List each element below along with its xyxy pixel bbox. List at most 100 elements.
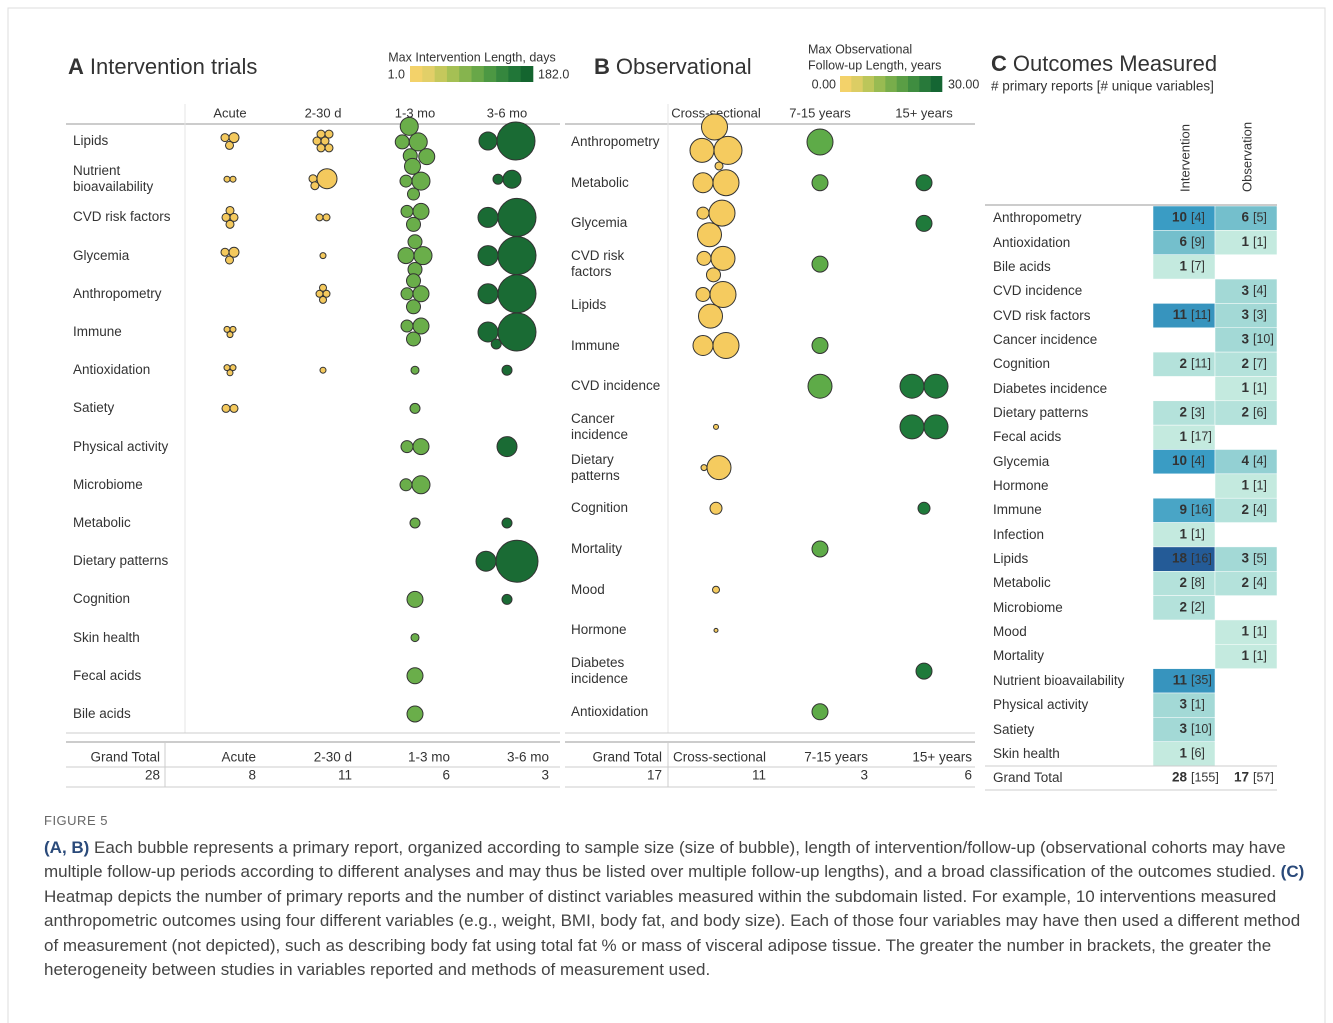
cell-variables: [5] [1253, 210, 1267, 224]
bubble [409, 517, 421, 529]
bubble [400, 287, 414, 301]
cell-count: 2 [1179, 575, 1187, 590]
row-label: Immune [73, 324, 122, 339]
total-value: 11 [752, 768, 766, 783]
bubble [404, 157, 421, 175]
row-label: Lipids [993, 551, 1029, 567]
column-header: 3-6 mo [487, 105, 527, 120]
cell-variables: [2] [1191, 600, 1205, 614]
caption-bold: (C) [1280, 862, 1305, 882]
cell-variables: [11] [1191, 357, 1211, 371]
row-label: Antioxidation [571, 703, 649, 719]
cell-variables: [6] [1191, 746, 1205, 760]
total-value: 11 [338, 768, 352, 783]
panel-title-text: Observational [616, 54, 752, 79]
cell-variables: [10] [1191, 722, 1212, 736]
bubble [410, 365, 420, 375]
total-value: 3 [541, 768, 549, 783]
cell-count: 2 [1241, 575, 1249, 590]
row-label: Skin health [73, 629, 140, 645]
cell-count: 10 [1172, 453, 1187, 468]
row-label: Immune [571, 337, 620, 353]
row-label: Diabetes incidence [993, 380, 1108, 396]
cell-count: 1 [1241, 234, 1249, 249]
row-label: Lipids [73, 133, 109, 148]
bubble [811, 255, 829, 273]
row-label: Fecal acids [993, 429, 1062, 445]
heat-cell [1152, 546, 1216, 572]
row-label: Bile acids [993, 258, 1051, 274]
bubble [413, 246, 433, 266]
heat-cell [1214, 449, 1278, 475]
bubble [411, 475, 431, 495]
bubble [915, 214, 933, 232]
bubble [412, 202, 430, 220]
bubble [310, 181, 320, 191]
row-label: Cognition [73, 591, 131, 607]
legend-swatch [434, 66, 448, 82]
cell-count: 2 [1179, 405, 1187, 420]
heat-cell [1214, 400, 1278, 426]
heat-cell [1214, 278, 1278, 304]
cell-variables: [7] [1191, 259, 1205, 273]
legend-swatch [471, 66, 485, 82]
bubble [501, 593, 513, 605]
panel-title-text: Intervention trials [90, 54, 258, 79]
heat-cell [1214, 546, 1278, 572]
bubble [709, 501, 723, 515]
bubble [223, 175, 231, 183]
bubble [899, 414, 925, 440]
bubble [917, 501, 931, 515]
bubble [407, 187, 420, 201]
bubble [225, 205, 235, 215]
bubble [400, 204, 414, 218]
cell-count: 1 [1241, 478, 1249, 493]
bubble [223, 364, 231, 372]
heat-cell [1152, 717, 1216, 742]
cell-variables: [1] [1191, 697, 1205, 711]
panel-title: B Observational [594, 54, 752, 79]
legend-title: Max Observational [808, 42, 912, 56]
bubble [923, 414, 949, 440]
bubble [406, 216, 421, 232]
bubble [412, 285, 430, 303]
heat-cell [1214, 303, 1278, 328]
cell-count: 28 [1172, 770, 1188, 785]
bubble [496, 436, 518, 458]
heat-cell [1152, 692, 1216, 718]
cell-variables: [1] [1253, 381, 1267, 395]
panel-letter: B [594, 54, 610, 79]
caption-label: FIGURE 5 [44, 813, 108, 828]
cell-variables: [35] [1191, 673, 1212, 687]
cell-variables: [3] [1253, 308, 1267, 322]
bubble [806, 128, 834, 156]
bubble [412, 317, 430, 335]
row-label: Cancer incidence [571, 410, 629, 442]
bubble [811, 540, 829, 558]
bubble [312, 136, 322, 146]
bubble [228, 246, 240, 258]
total-value: 6 [442, 768, 450, 783]
row-label: Metabolic [73, 515, 131, 530]
heat-cell [1214, 205, 1278, 231]
heat-cell [1152, 595, 1216, 621]
row-label: Anthropometry [993, 210, 1082, 226]
cell-count: 3 [1179, 721, 1187, 736]
bubble [709, 280, 737, 308]
bubble [223, 325, 231, 333]
bubble [497, 236, 537, 276]
row-label: Hormone [571, 622, 627, 638]
column-header: 1-3 mo [395, 105, 435, 120]
row-label: CVD risk factors [571, 248, 625, 280]
row-label: Grand Total [993, 770, 1063, 786]
legend-swatch [885, 76, 897, 92]
bubble [406, 667, 424, 685]
heat-cell [1214, 619, 1278, 645]
total-header: Cross-sectional [673, 750, 766, 765]
bubble [406, 705, 424, 723]
bubble [221, 403, 231, 413]
bubble [501, 364, 513, 376]
cell-count: 2 [1179, 599, 1187, 614]
bubble [397, 247, 415, 265]
